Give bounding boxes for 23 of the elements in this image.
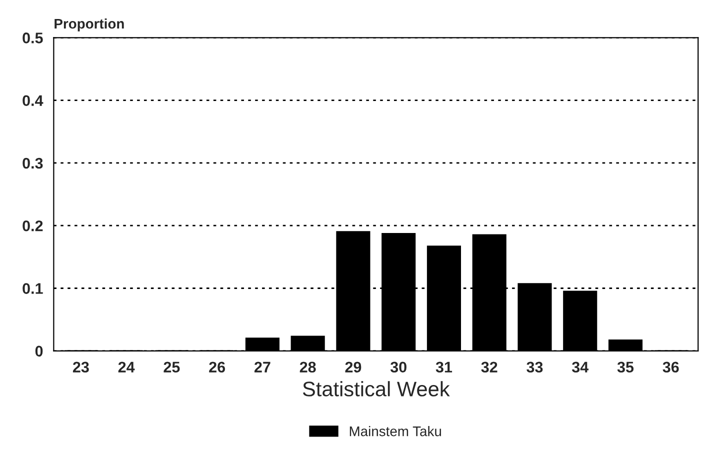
legend-label: Mainstem Taku — [350, 426, 441, 436]
x-tick-label: 27 — [254, 362, 270, 372]
x-tick-label: 29 — [345, 362, 362, 373]
x-tick-label: 30 — [390, 362, 406, 373]
x-tick-label: 34 — [572, 362, 589, 373]
x-axis-title: Statistical Week — [302, 381, 450, 396]
x-tick-label: 23 — [72, 362, 89, 373]
y-tick-label: 0.2 — [22, 220, 43, 232]
y-axis-title: Proportion — [54, 18, 124, 32]
x-tick-label: 26 — [209, 362, 226, 373]
x-tick-label: 32 — [481, 362, 498, 373]
y-tick-label: 0 — [35, 346, 43, 357]
y-tick-label: 0.4 — [22, 95, 44, 106]
x-tick-label: 33 — [526, 362, 543, 373]
x-tick-label: 24 — [118, 362, 135, 372]
x-tick-label: 36 — [662, 362, 679, 373]
x-tick-label: 25 — [164, 362, 180, 373]
x-tick-label: 35 — [617, 362, 634, 373]
x-tick-label: 28 — [300, 362, 316, 373]
y-tick-label: 0.3 — [22, 158, 43, 169]
y-tick-label: 0.1 — [22, 283, 43, 294]
x-tick-label: 31 — [436, 362, 452, 373]
y-tick-label: 0.5 — [22, 32, 43, 44]
